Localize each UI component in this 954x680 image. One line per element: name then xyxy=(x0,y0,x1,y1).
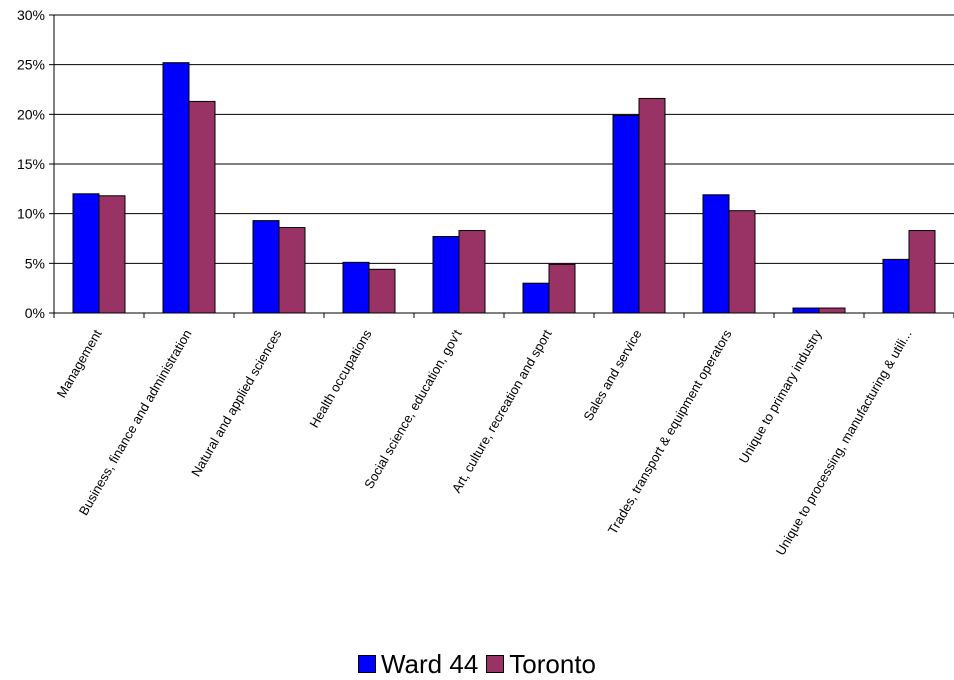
bar-ward-44 xyxy=(252,220,280,314)
bar-toronto xyxy=(98,195,126,314)
bar-ward-44 xyxy=(72,193,100,314)
bar-toronto xyxy=(278,227,306,314)
bar-ward-44 xyxy=(162,62,190,314)
legend: Ward 44 Toronto xyxy=(0,649,954,679)
bar-toronto xyxy=(548,263,576,314)
legend-label-ward-44: Ward 44 xyxy=(380,648,479,679)
x-tick-label: Art, culture, recreation and sport xyxy=(449,327,555,496)
legend-swatch-toronto xyxy=(486,655,505,673)
x-tick-label: Unique to primary industry xyxy=(736,327,825,466)
x-tick-label: Business, finance and administration xyxy=(76,327,195,518)
legend-swatch-ward-44 xyxy=(357,655,376,673)
x-tick-label: Natural and applied sciences xyxy=(188,327,285,480)
x-tick-label: Sales and service xyxy=(580,327,644,423)
x-tick-label: Management xyxy=(54,327,105,401)
bars xyxy=(72,62,936,314)
y-tick-label: 0% xyxy=(25,305,45,321)
bar-toronto xyxy=(458,230,486,314)
bar-toronto xyxy=(368,268,396,314)
bar-toronto xyxy=(188,100,216,314)
y-tick-label: 10% xyxy=(17,206,45,222)
bar-ward-44 xyxy=(882,258,910,314)
bar-toronto xyxy=(818,307,846,314)
x-tick-label: Social science, education, gov't xyxy=(361,327,465,492)
bar-ward-44 xyxy=(612,114,640,314)
y-tick-label: 5% xyxy=(25,255,45,271)
y-tick-label: 30% xyxy=(17,7,45,23)
bar-ward-44 xyxy=(432,236,460,314)
legend-item-ward-44: Ward 44 xyxy=(357,648,479,680)
y-tick-label: 20% xyxy=(17,106,45,122)
bar-ward-44 xyxy=(522,282,550,314)
bar-toronto xyxy=(728,210,756,314)
legend-item-toronto: Toronto xyxy=(486,649,596,680)
y-tick-label: 15% xyxy=(17,156,45,172)
y-tick-label: 25% xyxy=(17,57,45,73)
x-tick-label: Health occupations xyxy=(306,327,375,431)
bar-chart: 0% 5% 10% 15% 20% 25% 30% ManagementBusiness, … xyxy=(17,7,954,558)
y-axis: 0% 5% 10% 15% 20% 25% 30% xyxy=(17,7,55,321)
bar-ward-44 xyxy=(342,261,370,314)
bar-ward-44 xyxy=(792,307,820,314)
bar-toronto xyxy=(908,230,936,314)
legend-label-toronto: Toronto xyxy=(509,648,597,679)
bar-toronto xyxy=(638,97,666,314)
bar-ward-44 xyxy=(702,194,730,314)
